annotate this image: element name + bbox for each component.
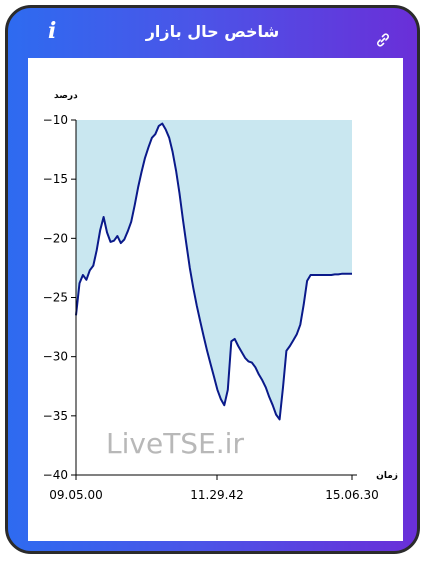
x-tick-label: 11.29.42	[190, 488, 243, 502]
y-tick-label: −15	[43, 172, 68, 186]
market-index-chart: درصد زمان −10 −15 −20 −25 −30 −35 −40 09.05.00 1…	[43, 91, 398, 502]
header: i شاخص حال بازار	[8, 8, 417, 58]
y-tick-label: −10	[43, 113, 68, 127]
info-icon[interactable]: i	[48, 18, 57, 44]
y-tick-label: −35	[43, 409, 68, 423]
series-line	[75, 122, 352, 421]
y-tick-label: −40	[43, 468, 68, 482]
x-tick-label: 15.06.30	[325, 488, 378, 502]
link-icon[interactable]	[375, 32, 391, 48]
y-tick-label: −25	[43, 291, 68, 305]
x-axis-label: زمان	[376, 471, 398, 481]
y-tick-label: −30	[43, 350, 68, 364]
y-axis-label: درصد	[54, 91, 78, 101]
chart-panel: درصد زمان −10 −15 −20 −25 −30 −35 −40 09.05.00 1…	[28, 58, 403, 541]
watermark: LiveTSE.ir	[106, 427, 244, 460]
page-title: شاخص حال بازار	[145, 22, 280, 41]
x-tick-label: 09.05.00	[49, 488, 102, 502]
y-tick-label: −20	[43, 231, 68, 245]
chart-area-fill	[76, 120, 352, 420]
market-status-card: i شاخص حال بازار درصد زمان −10 −15 −20 −25 −…	[5, 5, 420, 554]
